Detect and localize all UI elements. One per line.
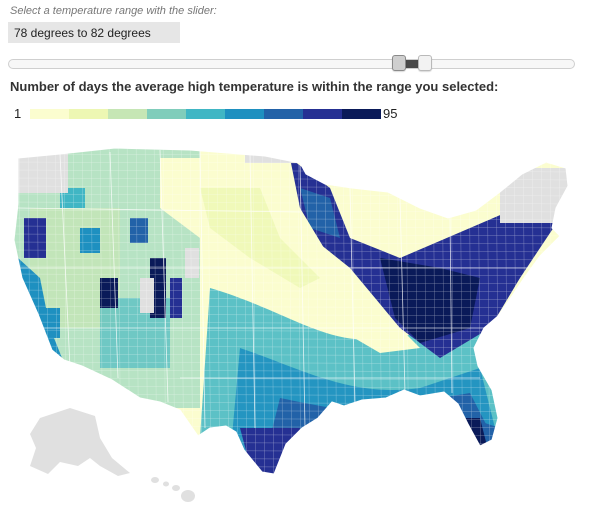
legend-swatch-2 bbox=[69, 109, 108, 119]
color-legend: 1 95 bbox=[14, 105, 414, 123]
legend-swatch-7 bbox=[264, 109, 303, 119]
map-heading: Number of days the average high temperat… bbox=[10, 79, 499, 94]
selected-range-display: 78 degrees to 82 degrees bbox=[8, 22, 180, 43]
state-borders bbox=[17, 149, 560, 429]
hawaii-inset bbox=[151, 477, 195, 502]
slider-selected-range bbox=[398, 60, 426, 68]
legend-swatch-8 bbox=[303, 109, 342, 119]
selected-range-label: 78 degrees to 82 degrees bbox=[14, 26, 151, 40]
legend-swatch-6 bbox=[225, 109, 264, 119]
slider-handle-max[interactable] bbox=[418, 55, 433, 71]
us-county-choropleth-map bbox=[13, 147, 569, 502]
legend-min-label: 1 bbox=[14, 106, 22, 121]
legend-swatch-5 bbox=[186, 109, 225, 119]
slider-instruction: Select a temperature range with the slid… bbox=[10, 5, 217, 17]
slider-handle-min[interactable] bbox=[391, 55, 406, 71]
alaska-inset bbox=[30, 408, 130, 476]
us-outline bbox=[13, 147, 569, 475]
legend-swatch-3 bbox=[108, 109, 147, 119]
legend-swatch-4 bbox=[147, 109, 186, 119]
temperature-range-slider[interactable] bbox=[8, 55, 575, 71]
legend-color-scale bbox=[30, 109, 381, 119]
legend-max-label: 95 bbox=[383, 106, 398, 121]
legend-swatch-1 bbox=[30, 109, 69, 119]
legend-swatch-9 bbox=[342, 109, 381, 119]
